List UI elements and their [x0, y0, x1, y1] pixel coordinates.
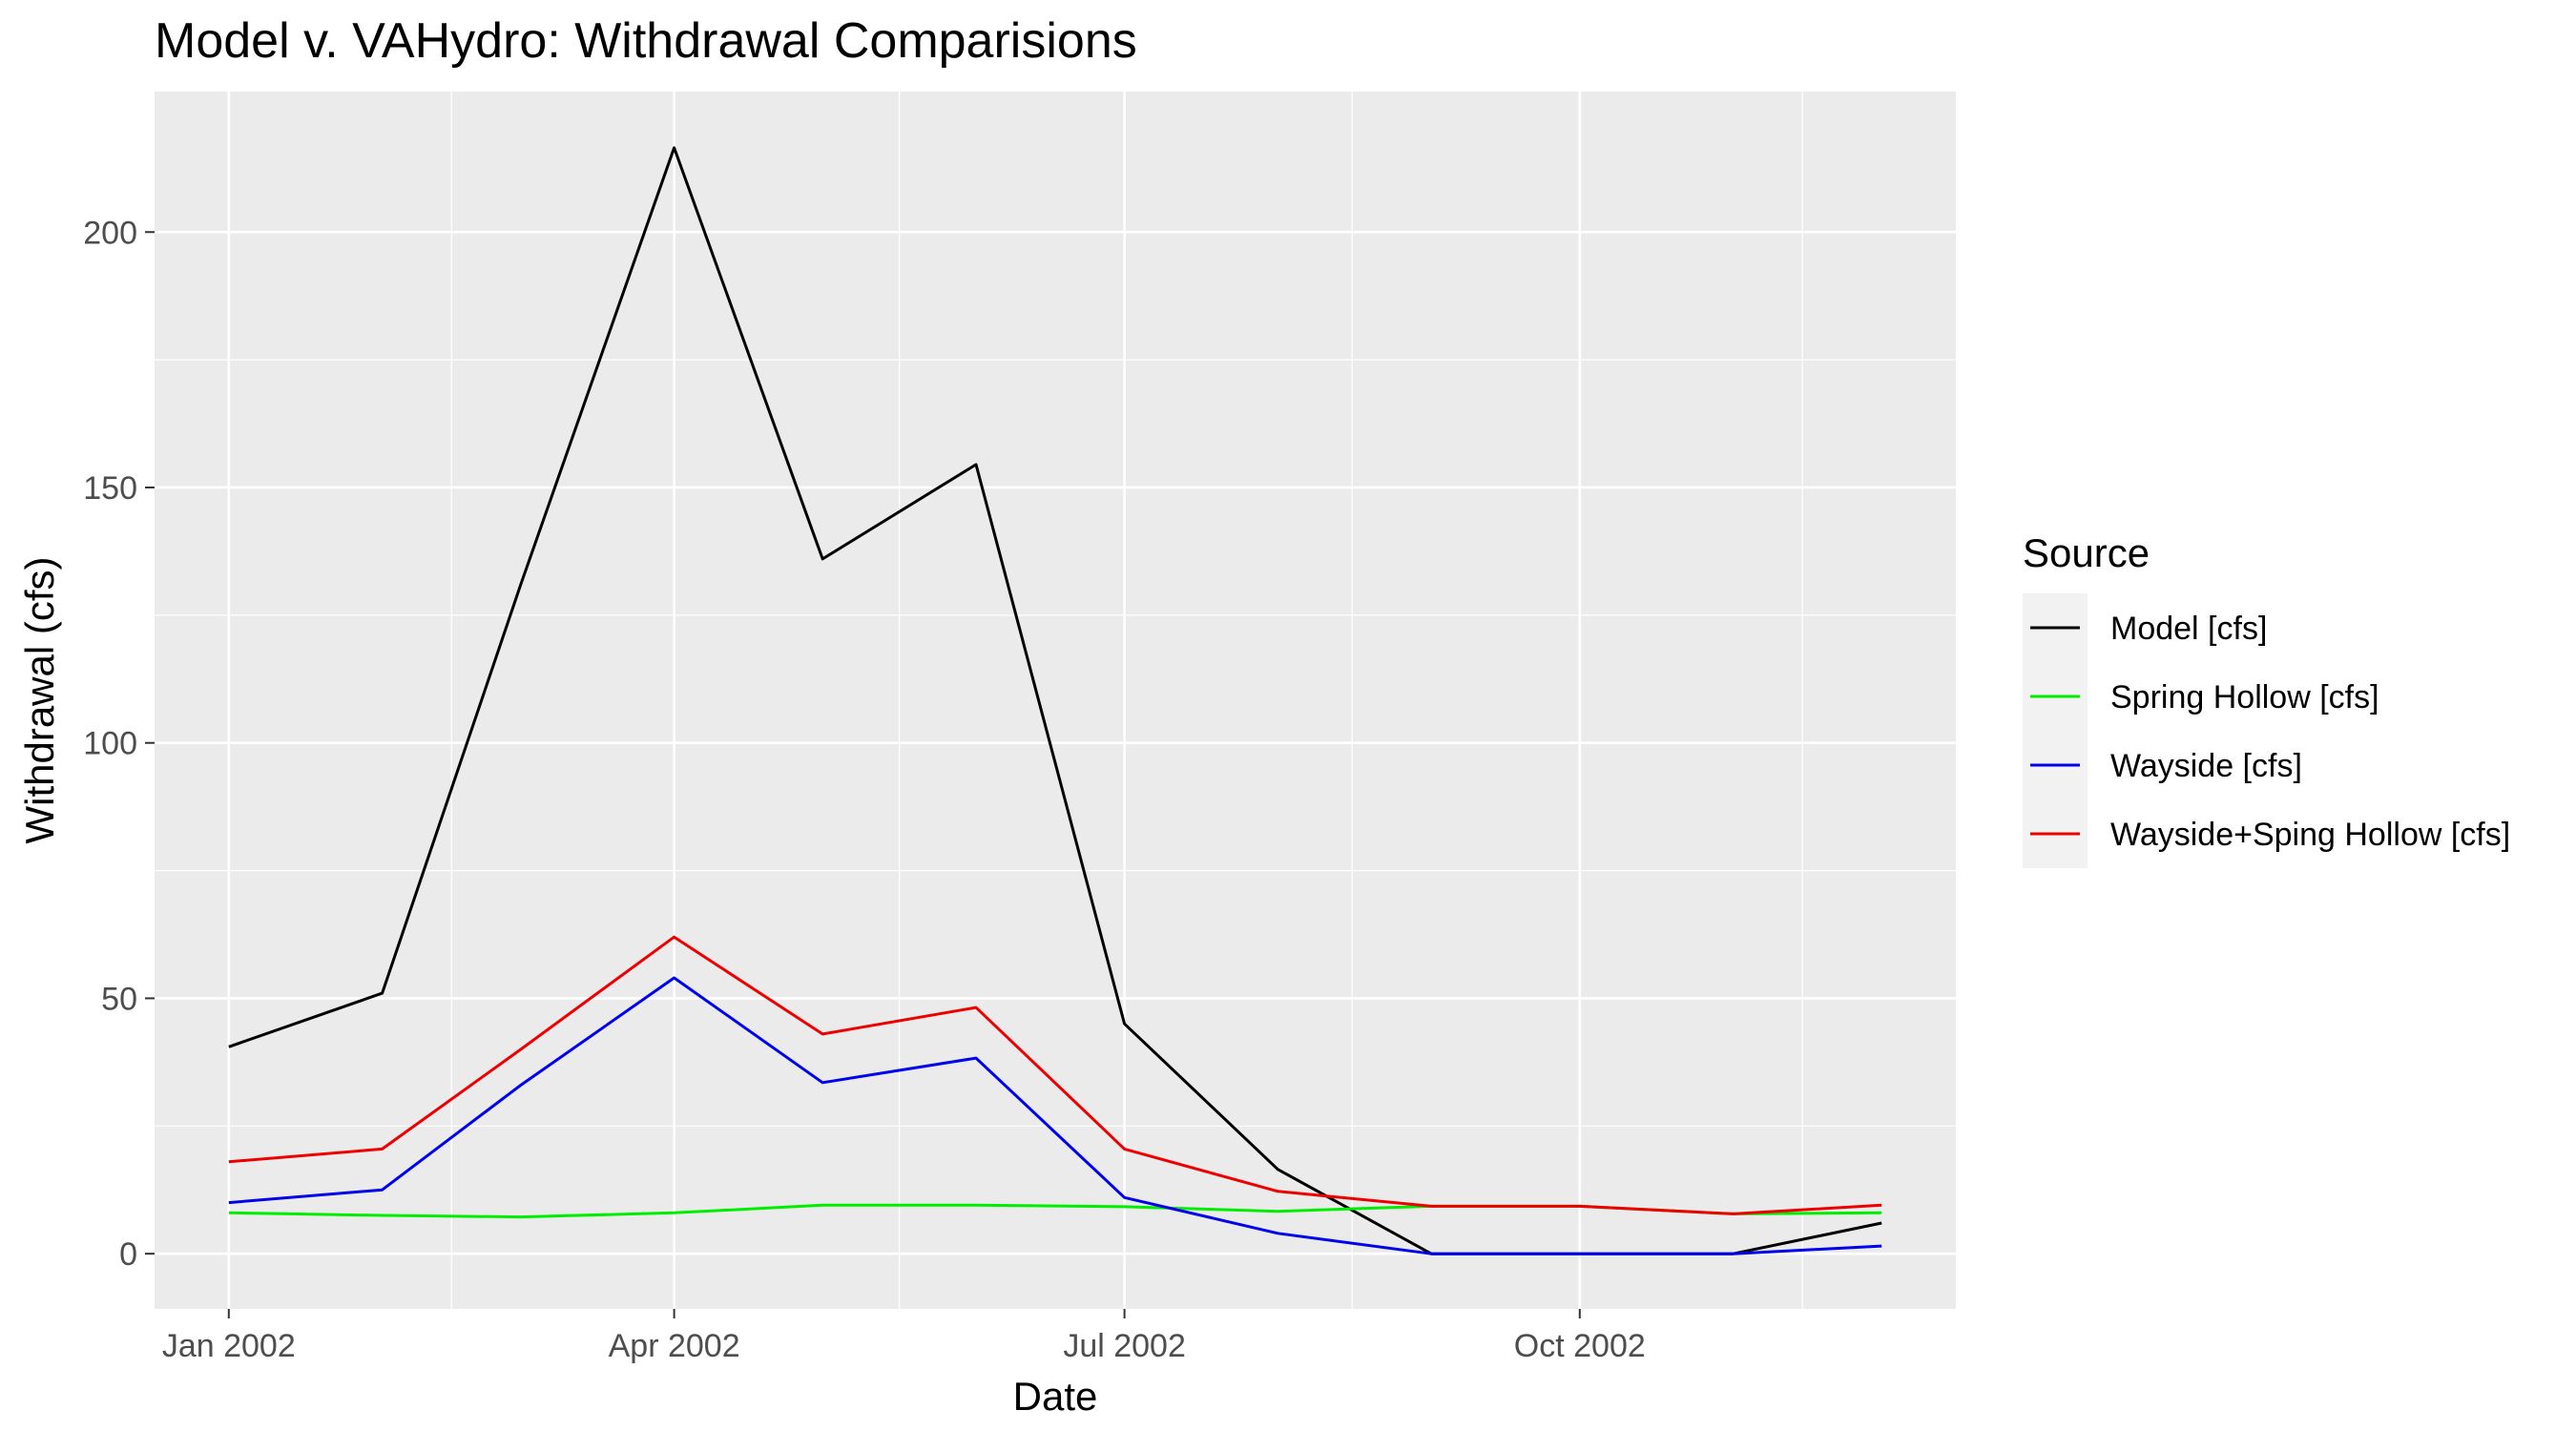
- legend-title: Source: [2023, 530, 2150, 575]
- x-axis-title: Date: [1013, 1374, 1098, 1419]
- legend-label: Model [cfs]: [2110, 611, 2267, 647]
- legend-label: Wayside+Sping Hollow [cfs]: [2110, 817, 2510, 853]
- x-tick-label: Jul 2002: [1063, 1328, 1186, 1364]
- series-line-3: [228, 976, 1882, 1255]
- x-tick-label: Jan 2002: [162, 1328, 296, 1364]
- y-axis: 0 50 100 150 200: [83, 215, 155, 1273]
- y-tick-label: 0: [119, 1236, 137, 1273]
- legend-label: Spring Hollow [cfs]: [2110, 679, 2379, 716]
- x-axis: Jan 2002 Apr 2002 Jul 2002 Oct 2002: [162, 1309, 1646, 1364]
- y-axis-title: Withdrawal (cfs): [17, 556, 62, 843]
- legend-label: Wayside [cfs]: [2110, 748, 2302, 784]
- y-tick-label: 50: [101, 981, 137, 1017]
- y-tick-label: 100: [83, 726, 137, 762]
- x-tick-label: Apr 2002: [609, 1328, 740, 1364]
- legend: Source Model [cfs] Spring Hollow [cfs] Way…: [2023, 530, 2510, 868]
- y-tick-label: 200: [83, 215, 137, 251]
- series-line-4: [228, 935, 1882, 1215]
- series-lines: [228, 146, 1882, 1255]
- chart-title: Model v. VAHydro: Withdrawal Comparision…: [155, 13, 1137, 69]
- plot-panel: [155, 92, 1956, 1309]
- y-tick-label: 150: [83, 470, 137, 507]
- gridlines: [155, 92, 1956, 1309]
- x-tick-label: Oct 2002: [1514, 1328, 1646, 1364]
